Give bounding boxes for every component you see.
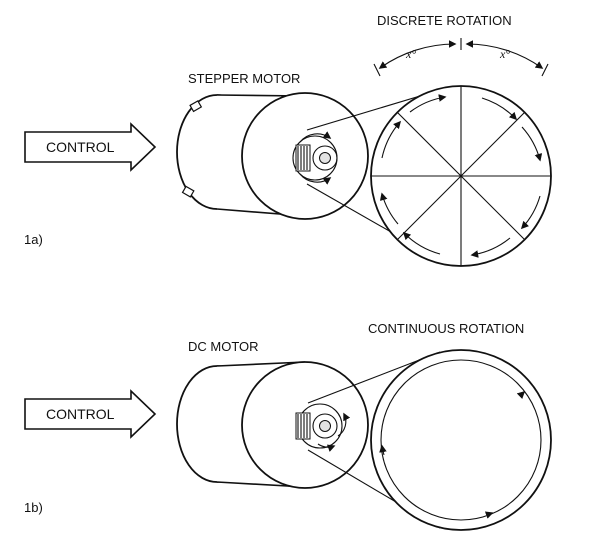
dc-motor-title: DC MOTOR — [188, 339, 259, 354]
angle-label-right: x° — [499, 47, 510, 61]
angle-label-left: x° — [405, 47, 416, 61]
discrete-rotation-title: DISCRETE ROTATION — [377, 13, 512, 28]
mount-tab-top — [189, 100, 203, 113]
control-label-b: CONTROL — [46, 406, 115, 422]
panel-dc-motor: CONTROL — [24, 321, 552, 531]
stepper-motor-title: STEPPER MOTOR — [188, 71, 300, 86]
angle-indicator: x° x° — [373, 38, 549, 77]
dc-motor-body — [176, 351, 441, 529]
stepper-motor-body — [176, 89, 441, 261]
figure-label-1b: 1b) — [24, 500, 43, 515]
control-arrow-b: CONTROL — [24, 389, 157, 439]
discrete-rotation-wheel — [370, 85, 552, 267]
shaft-a — [292, 131, 338, 185]
figure-label-1a: 1a) — [24, 232, 43, 247]
panel-stepper: CONTROL — [24, 13, 552, 267]
continuous-rotation-title: CONTINUOUS ROTATION — [368, 321, 524, 336]
control-label-a: CONTROL — [46, 139, 115, 155]
mount-tab-bottom — [181, 185, 195, 198]
continuous-rotation-wheel — [370, 349, 552, 531]
control-arrow-a: CONTROL — [24, 122, 157, 172]
shaft-b — [295, 403, 351, 452]
